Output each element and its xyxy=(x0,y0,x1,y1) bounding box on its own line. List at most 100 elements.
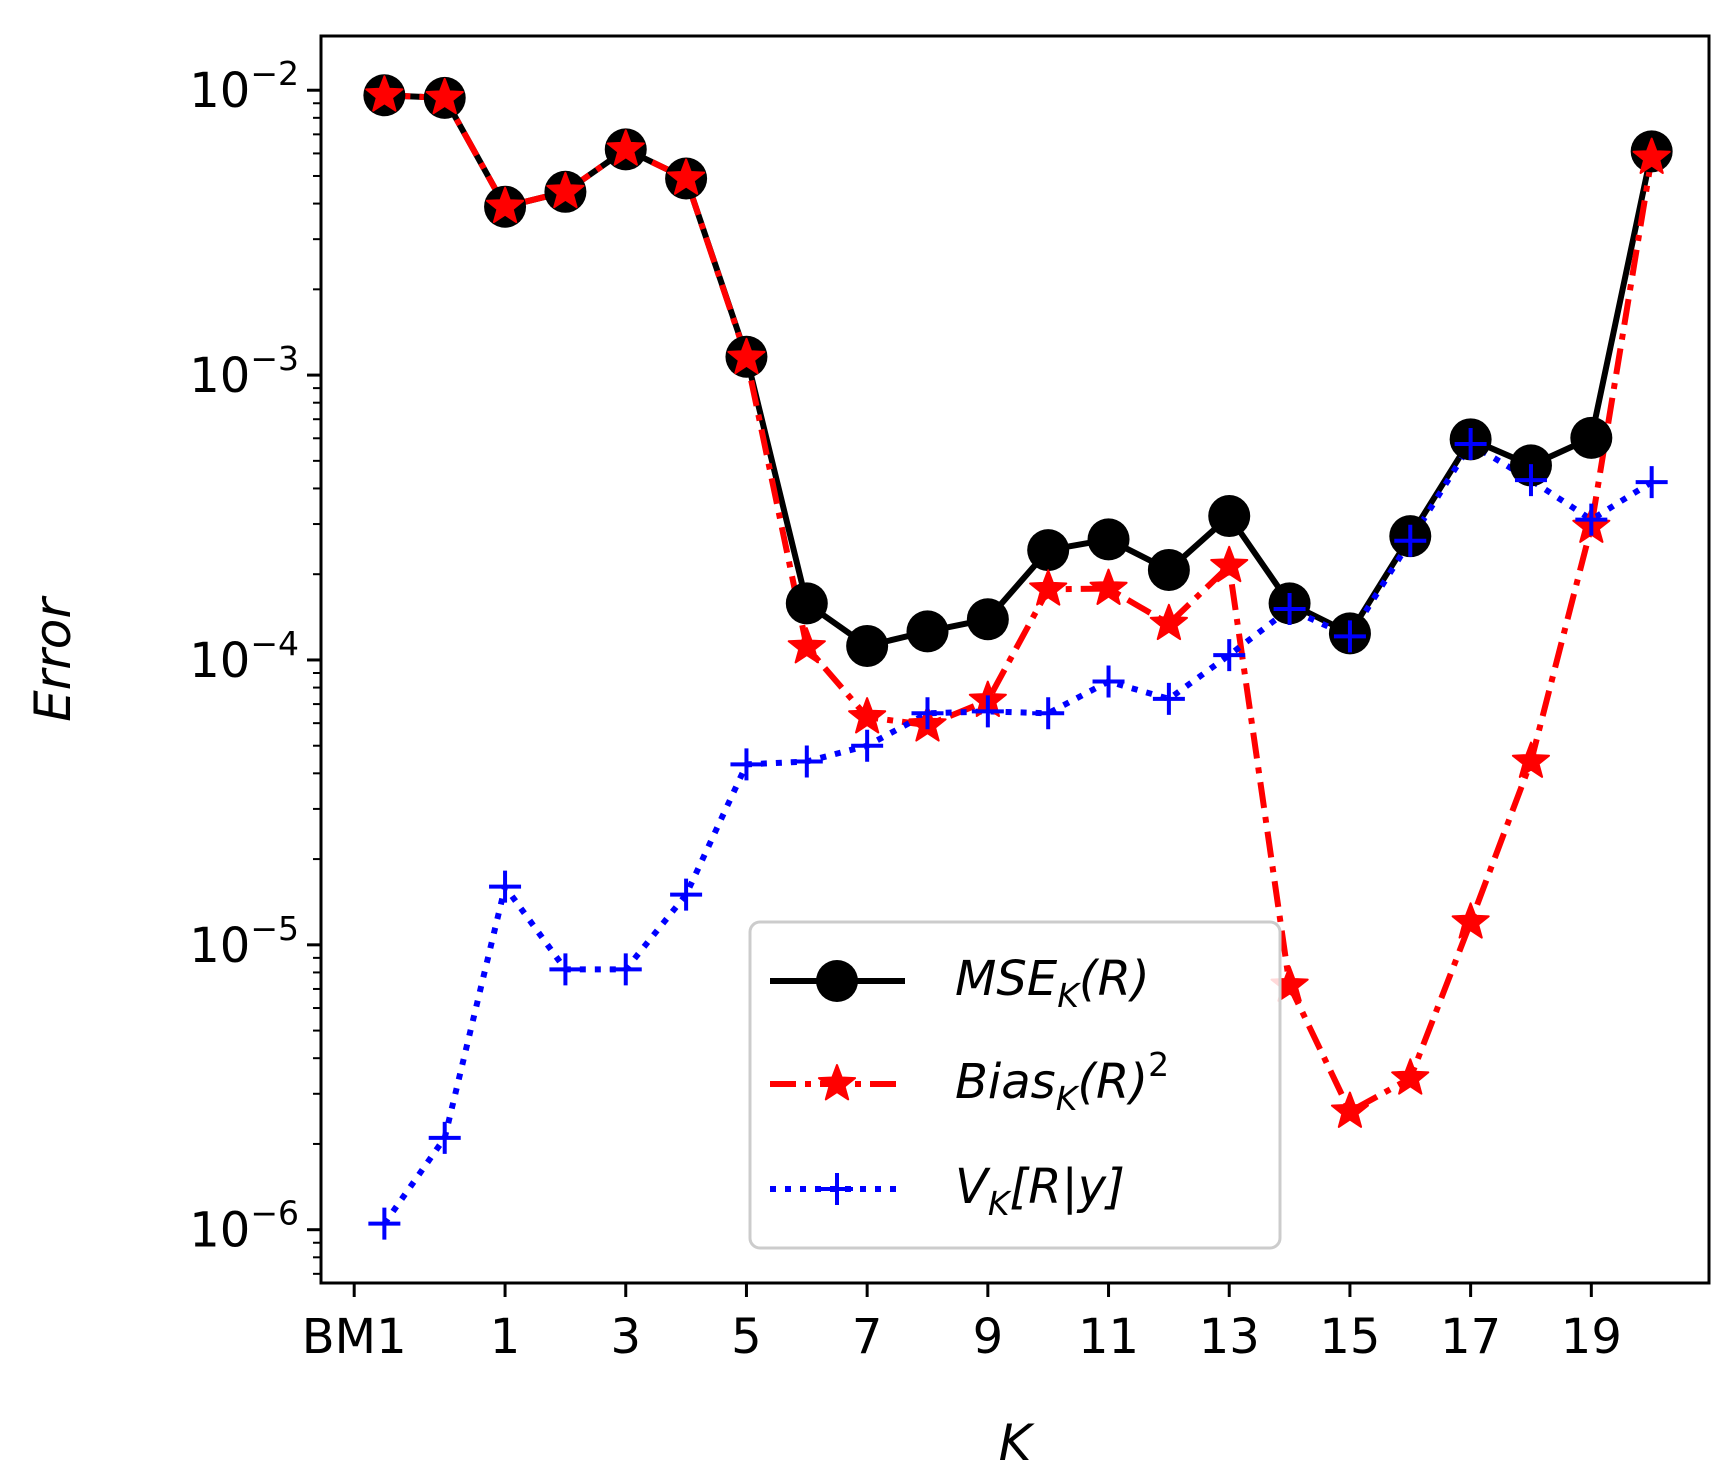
legend-var-main: V xyxy=(955,1159,991,1215)
y-tick-base: 10 xyxy=(189,633,250,689)
y-tick-label: 10−4 xyxy=(189,624,299,689)
y-tick-exponent: −3 xyxy=(250,339,299,378)
series-2-point xyxy=(790,745,823,778)
x-tick-label: 13 xyxy=(1199,1309,1260,1365)
series-0-point xyxy=(906,610,949,653)
legend-marker-0 xyxy=(816,960,858,1002)
series-1-point xyxy=(1511,741,1550,778)
y-axis-label: Error xyxy=(24,595,82,722)
series-2-point xyxy=(549,953,582,986)
x-tick-label: 9 xyxy=(973,1309,1004,1365)
x-axis: BM1 1 3 5 7 9 11 13 15 17 19 xyxy=(302,1283,1622,1365)
series-1-point xyxy=(1330,1091,1369,1128)
y-tick-exponent: −6 xyxy=(250,1194,299,1233)
y-tick-label: 10−5 xyxy=(189,909,299,974)
x-tick-label: 19 xyxy=(1561,1309,1622,1365)
series-2-point xyxy=(1092,665,1125,698)
y-tick-base: 10 xyxy=(189,348,250,404)
legend-bias-sup: 2 xyxy=(1148,1045,1169,1084)
series-line-1 xyxy=(384,92,1655,1115)
series-2-point xyxy=(911,697,944,730)
legend-mse-rest: (R) xyxy=(1079,951,1150,1007)
series-0-point xyxy=(1147,548,1190,591)
series-1-point xyxy=(486,186,525,224)
y-tick-exponent: −5 xyxy=(250,909,299,948)
y-tick-label: 10−2 xyxy=(189,54,299,119)
legend-marker-1 xyxy=(817,1064,857,1101)
series-1-point xyxy=(1210,545,1249,583)
series-1-point xyxy=(365,75,404,112)
legend-mse-main: MSE xyxy=(955,951,1058,1007)
series-2-point xyxy=(489,870,522,903)
series-1-point xyxy=(1391,1058,1430,1095)
series-2-point xyxy=(670,878,703,911)
legend: MSEK(R) BiasK(R)2 VK[R|y] xyxy=(748,920,1282,1250)
y-tick-base: 10 xyxy=(189,918,250,974)
series-0-point xyxy=(1208,495,1251,538)
legend-bias-rest: (R) xyxy=(1077,1054,1148,1110)
legend-var-sub: K xyxy=(988,1184,1012,1223)
series-1-point xyxy=(848,697,887,734)
series-line-2 xyxy=(381,441,1654,1226)
series-1-point xyxy=(1149,603,1188,641)
series-1-point xyxy=(787,627,826,664)
series-1-point xyxy=(1632,137,1671,174)
legend-label-mse: MSEK(R) xyxy=(955,951,1150,1015)
series-0-point xyxy=(1087,518,1130,561)
plot-markers xyxy=(363,74,1673,1240)
x-tick-label: 5 xyxy=(731,1309,762,1365)
legend-mse-sub: K xyxy=(1057,976,1081,1015)
series-1-point xyxy=(1089,568,1128,605)
y-tick-label: 10−6 xyxy=(189,1194,299,1259)
series-1-point xyxy=(667,158,706,195)
y-tick-exponent: −4 xyxy=(250,624,299,663)
series-2-point xyxy=(428,1121,461,1154)
series-2-point xyxy=(1454,427,1487,460)
x-tick-label: 7 xyxy=(852,1309,883,1365)
series-2-point xyxy=(368,1207,401,1240)
series-2-point xyxy=(1514,464,1547,497)
y-tick-label: 10−3 xyxy=(189,339,299,404)
series-2-point xyxy=(1394,524,1427,557)
legend-bias-sub: K xyxy=(1056,1079,1080,1118)
legend-box xyxy=(748,920,1282,1250)
x-tick-label: 3 xyxy=(610,1309,641,1365)
legend-var-rest: [R|y] xyxy=(1009,1159,1124,1215)
series-2-point xyxy=(730,748,763,781)
series-2-point xyxy=(1635,466,1668,499)
series-1-point xyxy=(546,171,585,209)
series-1-point xyxy=(425,77,464,115)
x-tick-label: 1 xyxy=(490,1309,521,1365)
series-0-point xyxy=(966,598,1009,641)
y-tick-base: 10 xyxy=(189,63,250,119)
series-0-point xyxy=(846,624,889,667)
series-2-point xyxy=(1032,697,1065,730)
series-2-point xyxy=(1273,592,1306,625)
y-axis: 10−610−510−410−310−2 xyxy=(189,54,321,1275)
y-tick-exponent: −2 xyxy=(250,54,299,93)
legend-marker-2 xyxy=(821,1173,853,1205)
series-2-point xyxy=(1333,620,1366,653)
series-2-point xyxy=(1213,639,1246,672)
series-0-point xyxy=(1027,529,1070,572)
legend-bias-main: Bias xyxy=(955,1054,1056,1110)
series-1-point xyxy=(1029,569,1068,606)
x-tick-label: 15 xyxy=(1319,1309,1380,1365)
x-tick-label: 11 xyxy=(1078,1309,1139,1365)
legend-label-bias: BiasK(R)2 xyxy=(955,1045,1169,1118)
y-tick-base: 10 xyxy=(189,1203,250,1259)
series-0-point xyxy=(1570,416,1613,459)
series-1-point xyxy=(727,337,766,375)
x-tick-label: BM1 xyxy=(302,1309,407,1365)
legend-label-var: VK[R|y] xyxy=(955,1159,1125,1223)
series-2-point xyxy=(1575,503,1608,536)
series-1-point xyxy=(606,129,645,166)
legend-samples xyxy=(770,960,905,1205)
x-tick-label: 17 xyxy=(1440,1309,1501,1365)
series-2-point xyxy=(971,695,1004,728)
series-1-point xyxy=(1451,902,1490,939)
series-2-point xyxy=(1152,682,1185,715)
x-axis-label: K xyxy=(999,1414,1036,1472)
series-line-0 xyxy=(384,92,1655,649)
